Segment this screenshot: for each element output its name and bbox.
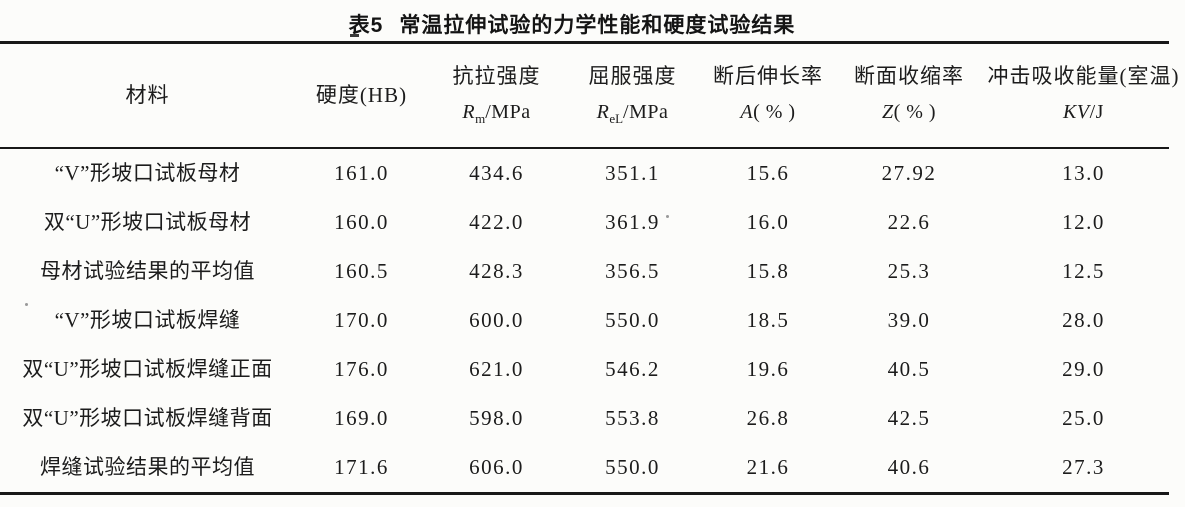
material-cell: 双“U”形坡口试板焊缝正面 [22,357,273,382]
value-cell: 42.5 [887,406,931,431]
header-symbol-line: KV/J [982,101,1185,127]
header-line1: 断后伸长率 [713,63,823,88]
table-top-rule [0,41,1169,44]
value-cell: 170.0 [334,308,389,333]
symbol: KV [1063,101,1090,124]
value-cell: 25.0 [1062,406,1105,431]
value-cell: 21.6 [746,455,790,480]
symbol: R [596,101,610,124]
value-cell: 434.6 [469,161,524,186]
table-bottom-rule [0,492,1169,495]
value-cell: 171.6 [334,455,389,480]
value-cell: 12.5 [1062,259,1105,284]
value-cell: 12.0 [1062,210,1105,235]
header-cell-area-reduction: 断面收缩率 Z( % ) [836,64,982,127]
value-cell: 160.5 [334,259,389,284]
value-cell: 550.0 [605,455,660,480]
value-cell: 28.0 [1062,308,1105,333]
symbol-subscript: eL [609,111,624,127]
scan-artifact [666,215,669,218]
value-cell: 169.0 [334,406,389,431]
value-cell: 361.9 [605,210,660,235]
table-row: 母材试验结果的平均值 160.5 428.3 356.5 15.8 25.3 1… [0,247,1185,296]
header-line1: 断面收缩率 [854,63,964,88]
table-row: 焊缝试验结果的平均值 171.6 606.0 550.0 21.6 40.6 2… [0,443,1185,492]
value-cell: 15.8 [746,259,790,284]
header-line1: 冲击吸收能量(室温) [987,63,1180,88]
header-cell-tensile-strength: 抗拉强度 Rm/MPa [428,64,565,127]
value-cell: 606.0 [469,455,524,480]
material-cell: 双“U”形坡口试板焊缝背面 [22,406,273,431]
value-cell: 25.3 [887,259,931,284]
symbol-unit: ( % ) [893,101,937,124]
value-cell: 16.0 [746,210,790,235]
scan-artifact [25,303,28,306]
value-cell: 15.6 [746,161,790,186]
symbol-unit: /MPa [485,101,531,124]
symbol-unit: /MPa [623,101,669,124]
table-row: 双“U”形坡口试板焊缝背面 169.0 598.0 553.8 26.8 42.… [0,394,1185,443]
table-header-row: 材料 硬度(HB) 抗拉强度 Rm/MPa 屈服强度 ReL/MPa 断后伸长率… [0,44,1185,147]
value-cell: 29.0 [1062,357,1105,382]
value-cell: 22.6 [887,210,931,235]
scan-artifact [350,34,359,37]
value-cell: 598.0 [469,406,524,431]
value-cell: 356.5 [605,259,660,284]
value-cell: 600.0 [469,308,524,333]
material-cell: “V”形坡口试板母材 [54,161,241,186]
value-cell: 39.0 [887,308,931,333]
value-cell: 160.0 [334,210,389,235]
symbol-unit: /J [1089,101,1104,124]
value-cell: 550.0 [605,308,660,333]
value-cell: 428.3 [469,259,524,284]
value-cell: 13.0 [1062,161,1105,186]
material-cell: 母材试验结果的平均值 [40,259,255,284]
symbol: A [740,101,754,124]
value-cell: 553.8 [605,406,660,431]
value-cell: 27.3 [1062,455,1105,480]
value-cell: 422.0 [469,210,524,235]
header-symbol-line: A( % ) [700,101,836,127]
value-cell: 161.0 [334,161,389,186]
value-cell: 40.6 [887,455,931,480]
symbol: Z [881,101,894,124]
table-number: 表5 [348,14,384,37]
value-cell: 27.92 [881,161,937,186]
symbol-unit: ( % ) [753,101,796,124]
header-line1: 抗拉强度 [452,63,541,88]
header-line1: 屈服强度 [588,63,677,88]
header-cell-hardness: 硬度(HB) [315,83,408,108]
results-table: 材料 硬度(HB) 抗拉强度 Rm/MPa 屈服强度 ReL/MPa 断后伸长率… [0,41,1185,495]
table-row: “V”形坡口试板焊缝 170.0 600.0 550.0 18.5 39.0 2… [0,296,1185,345]
header-cell-material: 材料 [125,83,170,108]
value-cell: 176.0 [334,357,389,382]
material-cell: 焊缝试验结果的平均值 [40,455,255,480]
material-cell: 双“U”形坡口试板母材 [43,210,252,235]
table-row: “V”形坡口试板母材 161.0 434.6 351.1 15.6 27.92 … [0,149,1185,198]
table-row: 双“U”形坡口试板焊缝正面 176.0 621.0 546.2 19.6 40.… [0,345,1185,394]
value-cell: 19.6 [746,357,790,382]
value-cell: 26.8 [746,406,790,431]
table-title: 表5 常温拉伸试验的力学性能和硬度试验结果 [349,9,796,39]
symbol-subscript: m [475,111,486,127]
symbol: R [462,101,476,124]
table-title-text: 常温拉伸试验的力学性能和硬度试验结果 [399,14,796,37]
value-cell: 546.2 [605,357,660,382]
header-cell-elongation: 断后伸长率 A( % ) [700,64,836,127]
header-symbol-line: Z( % ) [836,101,982,127]
value-cell: 40.5 [887,357,931,382]
material-cell: “V”形坡口试板焊缝 [54,308,241,333]
header-cell-yield-strength: 屈服强度 ReL/MPa [565,64,700,127]
table-row: 双“U”形坡口试板母材 160.0 422.0 361.9 16.0 22.6 … [0,198,1185,247]
table-header-rule [0,147,1169,149]
header-symbol-line: Rm/MPa [428,101,565,127]
header-cell-impact-energy: 冲击吸收能量(室温) KV/J [982,64,1185,127]
value-cell: 18.5 [746,308,790,333]
value-cell: 351.1 [605,161,660,186]
value-cell: 621.0 [469,357,524,382]
header-symbol-line: ReL/MPa [565,101,700,127]
